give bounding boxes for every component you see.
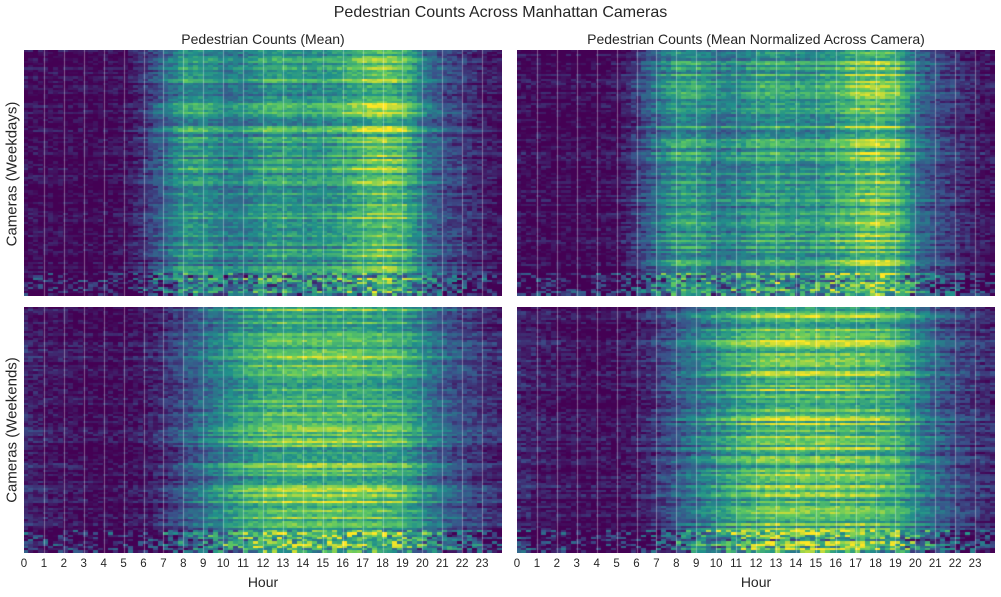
x-tick-label: 15 — [809, 558, 823, 570]
x-tick-label: 9 — [693, 558, 700, 570]
x-tick-label: 1 — [533, 558, 541, 570]
x-tick-label: 5 — [613, 558, 620, 570]
x-tick-label: 16 — [336, 558, 350, 570]
x-tick-label: 16 — [829, 558, 843, 570]
y-axis-label-weekends: Cameras (Weekends) — [3, 357, 21, 503]
x-tick-label: 18 — [869, 558, 882, 570]
x-tick-label: 2 — [60, 558, 68, 570]
x-tick-label: 14 — [296, 558, 310, 570]
x-tick-label: 3 — [573, 558, 580, 570]
x-tick-label: 0 — [20, 558, 28, 570]
x-tick-label: 8 — [180, 558, 187, 570]
x-tick-label: 21 — [435, 558, 449, 570]
heatmap-weekends-mean — [24, 307, 502, 553]
x-tick-label: 23 — [968, 558, 982, 570]
x-tick-label: 17 — [849, 558, 862, 570]
x-tick-label: 21 — [928, 558, 942, 570]
x-tick-label: 19 — [889, 558, 902, 570]
x-tick-label: 23 — [475, 558, 489, 570]
x-tick-label: 20 — [415, 558, 429, 570]
x-tick-label: 13 — [769, 558, 783, 570]
figure-title: Pedestrian Counts Across Manhattan Camer… — [333, 4, 668, 21]
x-tick-label: 15 — [316, 558, 330, 570]
heatmap-weekends-normalized — [517, 307, 995, 553]
y-axis-label-weekdays: Cameras (Weekdays) — [3, 101, 21, 247]
x-tick-label: 8 — [673, 558, 680, 570]
x-tick-label: 4 — [593, 558, 600, 570]
x-tick-label: 4 — [100, 558, 107, 570]
x-tick-label: 12 — [749, 558, 763, 570]
x-tick-label: 22 — [948, 558, 962, 570]
x-tick-label: 7 — [653, 558, 660, 570]
x-tick-label: 13 — [276, 558, 290, 570]
x-axis-label-left: Hour — [247, 574, 279, 590]
left-panel-title: Pedestrian Counts (Mean) — [181, 31, 345, 47]
x-tick-label: 6 — [633, 558, 640, 570]
x-tick-label: 6 — [140, 558, 147, 570]
x-tick-label: 9 — [200, 558, 207, 570]
x-tick-label: 10 — [216, 558, 230, 570]
heatmap-weekdays-mean — [24, 50, 502, 296]
x-tick-label: 17 — [356, 558, 369, 570]
x-tick-label: 14 — [789, 558, 803, 570]
x-tick-label: 3 — [80, 558, 87, 570]
x-tick-label: 0 — [513, 558, 521, 570]
x-tick-label: 7 — [160, 558, 167, 570]
x-tick-label: 22 — [455, 558, 469, 570]
x-tick-label: 12 — [256, 558, 270, 570]
x-tick-label: 1 — [40, 558, 48, 570]
x-tick-label: 11 — [237, 558, 250, 570]
x-axis-label-right: Hour — [740, 574, 772, 590]
x-tick-label: 2 — [553, 558, 561, 570]
right-panel-title: Pedestrian Counts (Mean Normalized Acros… — [587, 31, 925, 47]
heatmap-weekdays-normalized — [517, 50, 995, 296]
x-tick-label: 10 — [709, 558, 723, 570]
x-tick-label: 20 — [908, 558, 922, 570]
x-tick-label: 18 — [376, 558, 389, 570]
x-tick-label: 19 — [396, 558, 409, 570]
x-tick-label: 5 — [120, 558, 127, 570]
x-tick-label: 11 — [730, 558, 743, 570]
